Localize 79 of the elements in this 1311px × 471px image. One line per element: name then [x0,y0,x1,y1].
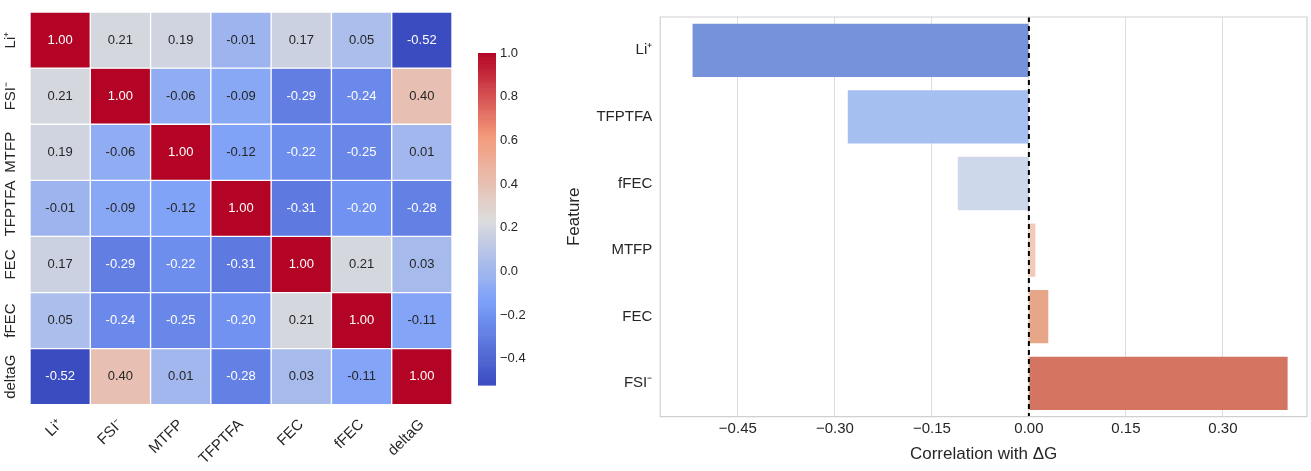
data-label: -0.01 [45,199,75,215]
data-label: -0.22 [165,256,196,272]
y-tick-label: TFPTFA [596,107,653,125]
data-label: -0.06 [105,143,136,159]
data-label: -0.25 [165,312,196,328]
y-tick-label: Li⁺ [0,31,18,49]
data-label: -0.11 [347,368,376,384]
y-tick-label: deltaG [0,354,18,399]
x-tick-label: −0.45 [718,418,757,436]
data-label: 1.00 [168,143,194,159]
data-label: 0.21 [47,87,73,103]
data-label: -0.09 [105,199,136,215]
data-label: 1.00 [107,87,134,103]
color-bar-label: 0.8 [500,88,519,104]
data-label: 0.01 [168,368,194,384]
data-label: 0.21 [348,256,375,272]
data-label: 0.17 [288,31,314,47]
data-label: -0.24 [105,312,136,328]
data-label: 0.21 [107,31,134,47]
data-label: 1.00 [228,199,254,215]
color-bar-label: 1.0 [500,44,519,60]
x-tick-label: 0.00 [1014,418,1044,436]
x-axis-title: Correlation with ΔG [909,444,1058,464]
data-label: 0.05 [348,31,375,47]
data-label: 0.40 [107,368,134,384]
y-tick-label: MTFP [0,131,18,173]
data-label: 0.19 [168,31,194,47]
data-label: 0.40 [409,87,435,103]
color-bar-label: 0.2 [500,219,519,235]
y-tick-label: FEC [622,306,653,324]
x-tick-label: Li⁺ [41,415,66,440]
data-label: 0.17 [47,256,73,272]
y-tick-label: fFEC [618,173,653,191]
data-label: -0.24 [346,87,377,103]
data-label: -0.22 [286,143,317,159]
data-label: -0.31 [226,256,256,272]
data-label: -0.31 [286,199,317,215]
x-tick-label: −0.30 [815,418,854,436]
data-label: 1.00 [348,312,375,328]
data-label: -0.09 [226,87,256,103]
data-label: -0.06 [165,87,196,103]
color-bar-label: −0.2 [500,306,526,322]
color-bar-label: 0.0 [500,263,519,278]
data-label: -0.28 [226,368,256,384]
x-tick-label: 0.30 [1208,418,1238,436]
data-label: -0.20 [346,199,377,215]
data-label: 0.21 [288,312,314,328]
data-label: -0.29 [286,87,317,103]
y-tick-label: fFEC [0,303,18,338]
data-label: 1.00 [47,31,73,47]
data-label: 1.00 [409,368,435,384]
color-bar-label: 0.4 [500,175,519,191]
data-label: -0.28 [407,199,437,215]
data-label: -0.52 [407,31,437,47]
y-axis-title: Feature [563,187,583,247]
y-tick-label: MTFP [611,240,653,258]
y-tick-label: Li⁺ [635,40,653,58]
x-tick-label: 0.15 [1111,418,1141,436]
data-label: -0.20 [226,312,256,328]
data-label: 0.03 [409,256,435,272]
data-label: -0.12 [226,143,256,159]
data-label: 0.01 [409,143,435,159]
color-bar-label: −0.4 [500,350,526,366]
color-bar-label: 0.6 [500,131,519,147]
data-label: 0.19 [47,143,73,159]
y-tick-label: TFPTFA [0,180,18,237]
data-label: -0.11 [407,312,437,328]
x-tick-label: −0.15 [912,418,951,436]
data-label: -0.25 [346,143,377,159]
y-tick-label: FSI⁻ [623,373,653,391]
data-label: -0.29 [105,256,136,272]
data-label: 0.05 [47,312,73,328]
data-label: 1.00 [288,256,314,272]
data-label: -0.01 [226,31,256,47]
data-label: -0.12 [165,199,196,215]
data-label: 0.03 [288,368,314,384]
data-label: -0.52 [45,368,75,384]
y-tick-label: FSI⁻ [0,82,18,111]
y-tick-label: FEC [0,249,18,280]
